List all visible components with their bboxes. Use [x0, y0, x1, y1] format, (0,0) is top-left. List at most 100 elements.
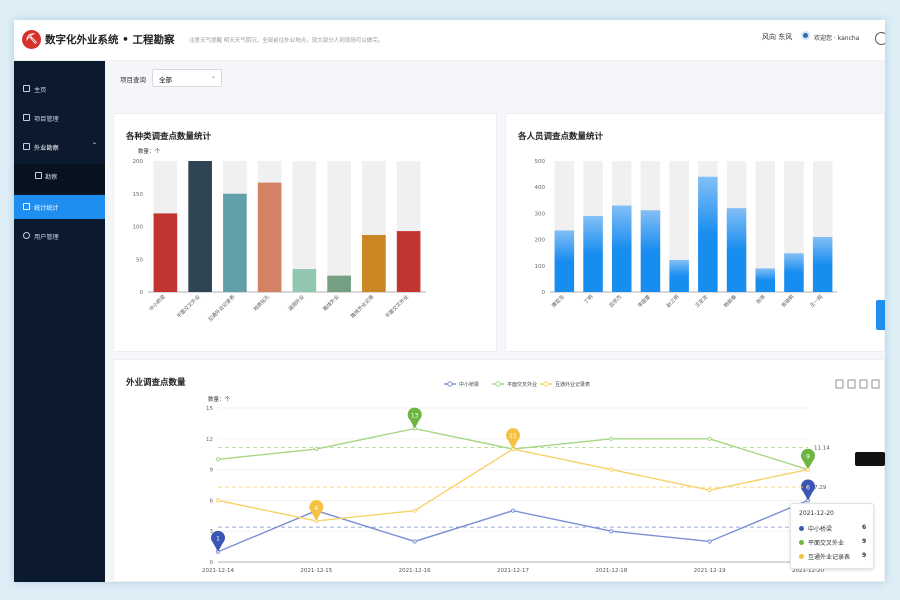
- x-tick-label: 涵洞外业: [287, 293, 306, 312]
- average-label: 7.29: [814, 485, 827, 491]
- x-tick-label: 地质钻孔: [252, 293, 271, 312]
- bar: [583, 216, 603, 292]
- bar: [292, 269, 317, 292]
- sidebar-item-label: 项目管理: [34, 116, 59, 123]
- filter-label: 项目查询: [120, 76, 146, 84]
- chevron-up-icon: ⌃: [92, 142, 98, 149]
- y-tick-label: 3: [210, 529, 214, 535]
- trend-chart-card: 外业调查点数量 数量：个 0 3 6 9 12 15 2021-12-14 2021-12-15…: [113, 359, 885, 582]
- sun-icon: [801, 31, 810, 40]
- sidebar-item-label: 统计统计: [34, 205, 59, 212]
- chart-title: 各种类调查点数量统计: [126, 132, 212, 142]
- project-filter-select[interactable]: 全部 ⌄: [152, 69, 222, 87]
- y-tick-label: 200: [535, 238, 546, 244]
- y-tick-label: 400: [535, 185, 546, 191]
- main-content: 项目查询 全部 ⌄ 各种类调查点数量统计 数量：个 0 50 100 150 200 中小桥…: [105, 61, 885, 582]
- y-tick-label: 500: [535, 159, 546, 165]
- staff-chart-card: 各人员调查点数量统计 0 100 200 300 400 500 康宏龙 丁明 吕宗杰 李国雷 赵江…: [505, 113, 885, 352]
- tooltip-value: 9: [862, 538, 867, 545]
- sidebar-item-label: 勘察: [45, 174, 58, 181]
- chevron-down-icon: ⌄: [211, 73, 217, 80]
- y-axis-label: 数量：个: [138, 147, 161, 155]
- legend-marker: [543, 381, 549, 387]
- x-tick-label: 2021-12-14: [202, 568, 234, 574]
- side-drawer-tab[interactable]: [876, 300, 885, 330]
- data-point: [609, 436, 614, 441]
- y-axis-label: 数量：个: [208, 395, 231, 403]
- power-icon[interactable]: [875, 32, 885, 45]
- download-icon: [871, 379, 880, 389]
- data-point: [805, 467, 811, 472]
- data-point: [707, 539, 712, 544]
- marker-pin-label: 11: [509, 433, 517, 440]
- x-tick-label: 2021-12-17: [497, 568, 529, 574]
- y-tick-label: 150: [133, 192, 144, 198]
- bar-background: [755, 161, 776, 292]
- y-tick-label: 0: [140, 290, 144, 296]
- data-view-icon: [835, 379, 844, 389]
- data-point: [609, 529, 614, 534]
- x-tick-label: 王一翔: [808, 293, 824, 309]
- app-title: 数字化外业系统 • 工程勘察: [45, 34, 175, 46]
- notice-text: 注意天气提醒 明天天气阴沉，全部前往外业地点，现大部分人到现场可以做完。: [189, 38, 384, 44]
- sidebar-item-label: 用户管理: [34, 234, 59, 241]
- x-tick-label: 中小桥梁: [148, 293, 167, 312]
- welcome-user[interactable]: 欢迎您 · kancha: [814, 35, 860, 42]
- tooltip-series: 中小桥梁: [808, 526, 833, 533]
- sidebar-item-statistics[interactable]: 统计统计: [14, 195, 105, 219]
- x-tick-label: 王定龙: [694, 293, 710, 309]
- x-tick-label: 2021-12-18: [595, 568, 627, 574]
- y-tick-label: 9: [210, 468, 214, 474]
- data-point: [215, 498, 221, 503]
- data-point: [707, 436, 712, 441]
- marker-pin-label: 6: [806, 484, 810, 491]
- legend-dot: [799, 540, 804, 545]
- x-tick-label: 2021-12-15: [300, 568, 332, 574]
- sidebar-item-survey[interactable]: 外业勘察 ⌃: [14, 135, 105, 159]
- edit-icon: [35, 172, 42, 179]
- marker-pin-label: 4: [314, 505, 318, 512]
- bar: [223, 193, 247, 292]
- bar: [698, 176, 718, 292]
- data-point: [215, 457, 221, 462]
- floating-widget[interactable]: [855, 452, 885, 466]
- trend-line-chart: 数量：个 0 3 6 9 12 15 2021-12-14 2021-12-15 2021-12-…: [202, 379, 880, 574]
- sidebar-item-home[interactable]: 主页: [14, 77, 105, 101]
- data-point: [707, 488, 712, 493]
- x-tick-label: 丁明: [583, 294, 594, 305]
- chart-title: 各人员调查点数量统计: [518, 132, 604, 142]
- folder-icon: [23, 143, 30, 150]
- average-label: 11.14: [814, 446, 830, 452]
- y-tick-label: 200: [133, 159, 144, 165]
- y-tick-label: 300: [535, 211, 546, 217]
- bar: [784, 253, 804, 292]
- legend-label: 互通外业记录表: [555, 381, 590, 388]
- sidebar-item-projects[interactable]: 项目管理: [14, 106, 105, 130]
- marker-pin: [801, 448, 815, 470]
- x-tick-label: 赵江明: [665, 293, 681, 309]
- chart-title: 外业调查点数量: [126, 378, 186, 388]
- y-tick-label: 0: [542, 290, 546, 296]
- legend-marker: [495, 381, 501, 387]
- sidebar-item-label: 外业勘察: [34, 145, 59, 152]
- x-tick-label: 2021-12-20: [792, 568, 824, 574]
- marker-pin-label: 1: [216, 536, 220, 543]
- x-tick-label: 互通外业记录表: [207, 293, 237, 323]
- data-point: [412, 539, 417, 544]
- marker-pin: [801, 479, 815, 501]
- tooltip-value: 6: [862, 524, 867, 531]
- document-icon: [23, 114, 30, 121]
- bar: [812, 236, 833, 292]
- sidebar-item-survey-sub[interactable]: 勘察: [14, 164, 105, 193]
- line-toggle-icon: [847, 379, 856, 389]
- tooltip-row: 中小桥梁 6: [799, 524, 869, 534]
- x-tick-label: 张琪: [755, 293, 767, 305]
- bar: [362, 235, 386, 292]
- sidebar-item-users[interactable]: 用户管理: [14, 224, 105, 248]
- y-tick-label: 12: [206, 437, 213, 443]
- legend-label: 中小桥梁: [459, 381, 479, 388]
- bar-background: [292, 161, 317, 292]
- y-tick-label: 50: [136, 257, 143, 263]
- marker-pin: [309, 500, 324, 521]
- y-tick-label: 100: [133, 225, 144, 231]
